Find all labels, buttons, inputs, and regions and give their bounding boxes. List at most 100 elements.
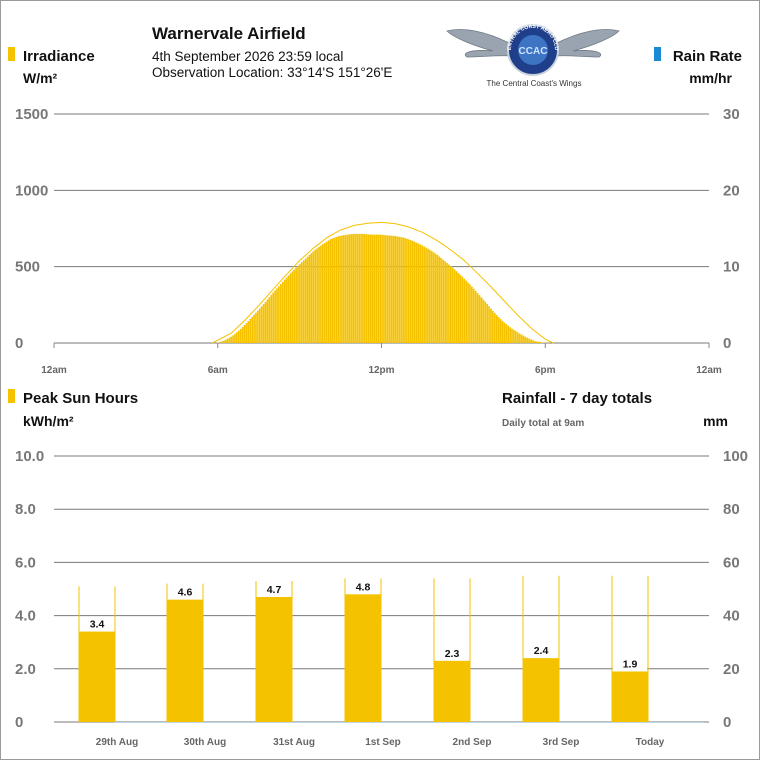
irradiance-bar	[285, 277, 288, 343]
irradiance-bar	[291, 271, 294, 343]
irradiance-bar	[255, 312, 257, 343]
irradiance-bar	[369, 234, 372, 343]
irradiance-bar	[390, 235, 393, 343]
irradiance-bar	[511, 328, 513, 343]
irradiance-bar	[365, 234, 368, 343]
irradiance-bar	[268, 297, 271, 343]
irradiance-bar	[337, 236, 339, 343]
irradiance-bar	[329, 239, 332, 343]
time-x-tick: 12pm	[368, 365, 394, 376]
irradiance-bar	[299, 263, 301, 343]
irradiance-bar	[486, 303, 488, 343]
irradiance-bar	[407, 239, 410, 343]
irradiance-bar	[362, 233, 364, 343]
irradiance-bar	[398, 236, 401, 343]
irradiance-bar	[316, 248, 318, 343]
irradiance-bar	[509, 327, 511, 343]
irradiance-bar	[411, 240, 414, 343]
time-x-axis: 12am 6am 12pm 6pm 12am	[41, 343, 722, 376]
irradiance-bar	[239, 328, 242, 343]
irradiance-bar	[522, 335, 525, 343]
irradiance-bar	[323, 242, 326, 343]
rainfall-title: Rainfall - 7 day totals	[502, 390, 652, 407]
irradiance-bar	[402, 237, 404, 343]
irradiance-bar	[379, 234, 382, 343]
irradiance-bar	[360, 233, 362, 343]
irradiance-bar	[428, 249, 431, 343]
irradiance-y-tick: 0	[15, 335, 23, 352]
irradiance-bar	[352, 233, 355, 343]
irradiance-bar	[535, 341, 538, 343]
irradiance-bar	[541, 342, 544, 343]
sun-hours-data-label: 4.6	[178, 587, 193, 599]
sun-hours-bars: 3.4 4.6 4.7 4.8 2.3 2.4 1.9	[78, 575, 704, 723]
irradiance-bar	[375, 234, 378, 343]
irradiance-bar	[478, 295, 481, 343]
irradiance-bar	[339, 235, 341, 343]
sun-hours-y-tick: 0	[15, 714, 23, 731]
irradiance-bar	[520, 334, 523, 343]
sun-hours-data-label: 4.7	[267, 584, 282, 596]
day-x-tick: 2nd Sep	[453, 737, 492, 748]
sun-hours-data-label: 2.4	[534, 645, 549, 657]
rain-rate-y-tick: 10	[723, 259, 740, 276]
irradiance-bar	[444, 261, 446, 343]
irradiance-bar	[438, 256, 441, 343]
irradiance-bar	[218, 341, 221, 343]
irradiance-bar	[461, 276, 464, 343]
irradiance-bar	[281, 281, 284, 343]
irradiance-bar	[539, 342, 542, 343]
irradiance-bar	[325, 241, 328, 343]
irradiance-bar	[415, 242, 418, 343]
bar-label-bg	[346, 579, 380, 594]
sun-hours-bar	[434, 660, 470, 722]
irradiance-bar	[465, 280, 467, 343]
irradiance-bar	[272, 292, 275, 343]
irradiance-bar	[482, 299, 485, 343]
sun-hours-legend-swatch	[8, 389, 15, 403]
rain-rate-legend-swatch	[654, 47, 661, 61]
irradiance-bar	[322, 244, 324, 343]
irradiance-bar	[503, 322, 506, 343]
irradiance-bar	[427, 248, 429, 343]
logo-monogram: CCAC	[519, 46, 548, 57]
irradiance-bar	[430, 251, 433, 343]
irradiance-bar	[341, 235, 343, 343]
irradiance-bar	[220, 341, 223, 343]
irradiance-bar	[293, 269, 296, 343]
irradiance-bar	[367, 234, 370, 343]
irradiance-bar	[406, 238, 408, 343]
irradiance-bar	[451, 267, 454, 343]
irradiance-bar	[247, 321, 250, 343]
rainfall-y-tick: 100	[723, 448, 748, 465]
irradiance-bar	[228, 337, 231, 343]
logo-wing-right	[554, 29, 620, 58]
irradiance-bar	[222, 340, 225, 343]
sun-hours-title: Peak Sun Hours	[23, 390, 138, 407]
rain-rate-y-tick: 30	[723, 106, 740, 123]
irradiance-bar	[297, 265, 299, 343]
irradiance-bar	[493, 313, 496, 343]
irradiance-bar	[276, 288, 278, 343]
irradiance-bar	[314, 249, 317, 343]
irradiance-bar	[537, 341, 540, 343]
logo-wing-left	[446, 29, 512, 58]
rainfall-y-tick: 20	[723, 661, 740, 678]
sun-hours-data-label: 3.4	[90, 619, 105, 631]
irradiance-bar	[383, 235, 385, 343]
sun-hours-y-tick: 4.0	[15, 608, 36, 625]
rainfall-unit: mm	[703, 413, 728, 429]
irradiance-bar	[448, 264, 450, 343]
irradiance-bar	[346, 234, 349, 343]
irradiance-bar	[335, 237, 338, 343]
irradiance-bar	[320, 245, 322, 343]
irradiance-bar	[306, 256, 309, 343]
irradiance-bar	[333, 237, 336, 343]
irradiance-bar	[446, 262, 448, 343]
irradiance-bar	[260, 306, 263, 343]
irradiance-bar	[386, 235, 389, 343]
irradiance-bar	[278, 286, 280, 343]
irradiance-bar	[373, 234, 376, 343]
